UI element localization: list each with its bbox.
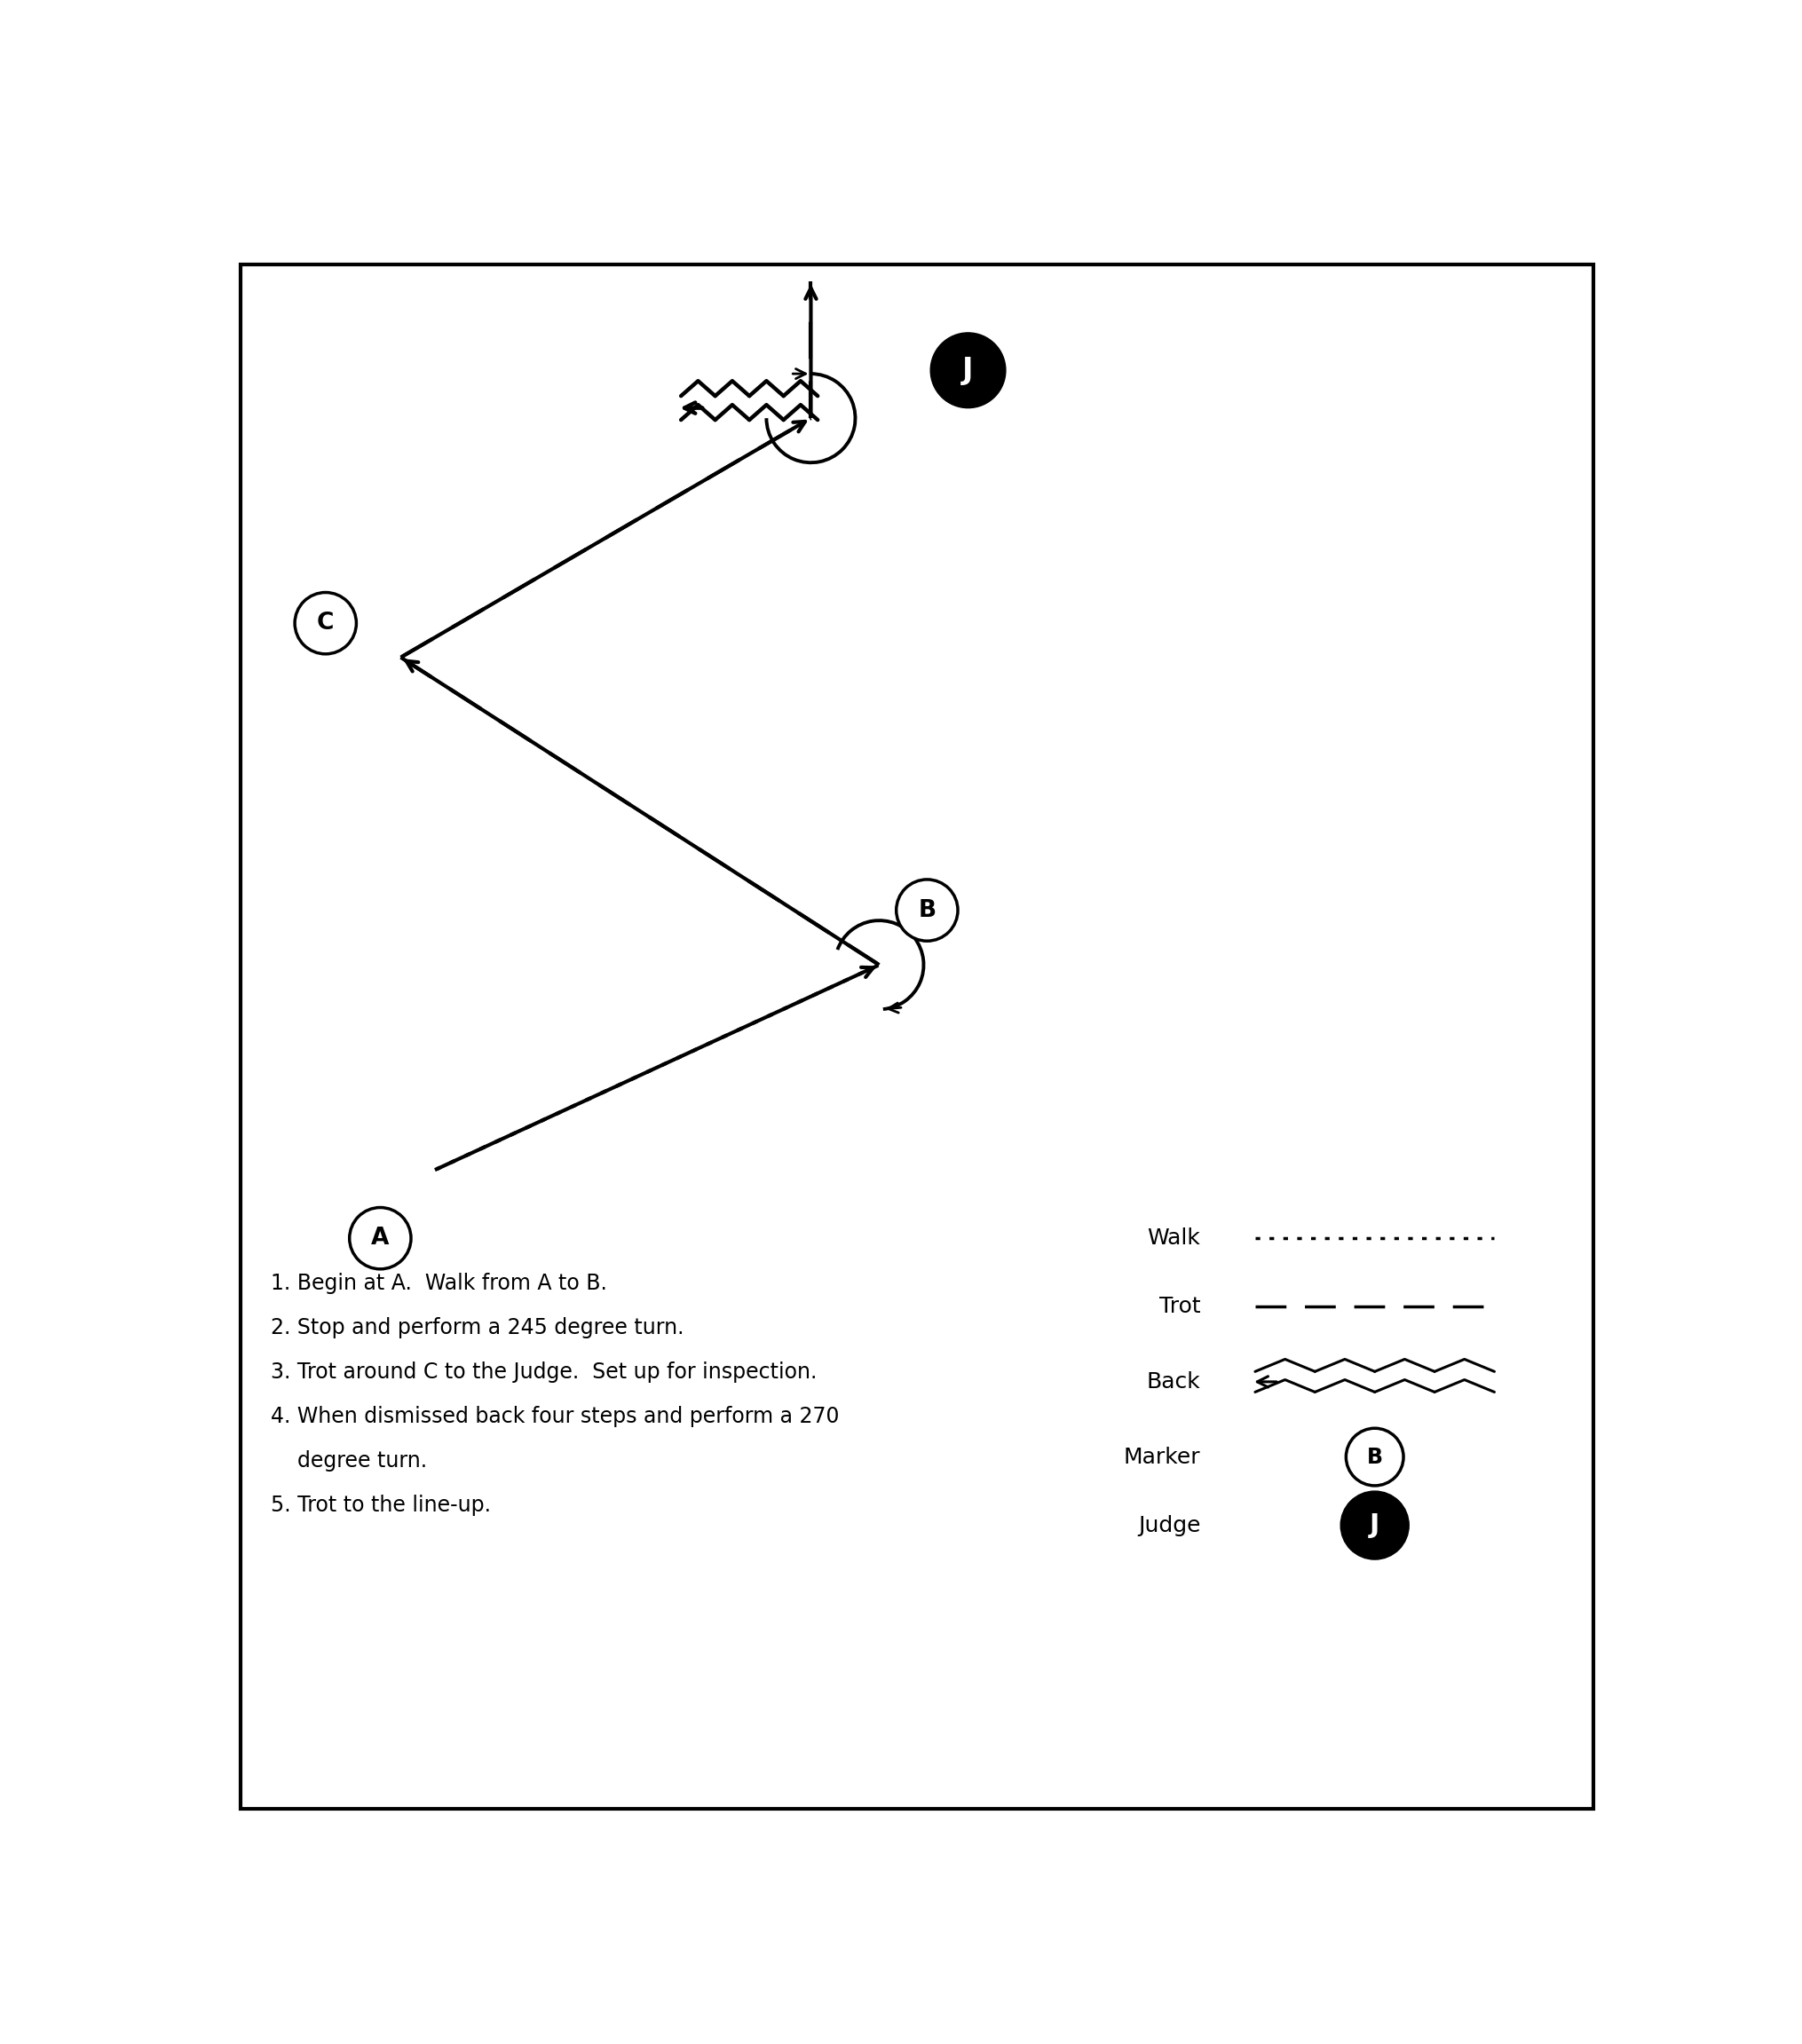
Text: Walk: Walk xyxy=(1146,1228,1200,1249)
Text: Back: Back xyxy=(1146,1372,1200,1392)
Text: B: B xyxy=(1366,1447,1382,1468)
Text: Trot: Trot xyxy=(1159,1296,1200,1316)
Circle shape xyxy=(350,1208,411,1269)
Circle shape xyxy=(1346,1429,1402,1486)
Text: 4. When dismissed back four steps and perform a 270: 4. When dismissed back four steps and pe… xyxy=(270,1406,840,1427)
Circle shape xyxy=(1341,1492,1407,1560)
Text: J: J xyxy=(1370,1513,1379,1539)
Text: B: B xyxy=(917,899,935,922)
Text: Marker: Marker xyxy=(1123,1447,1200,1468)
Text: 5. Trot to the line-up.: 5. Trot to the line-up. xyxy=(270,1494,490,1517)
Text: 1. Begin at A.  Walk from A to B.: 1. Begin at A. Walk from A to B. xyxy=(270,1273,607,1294)
Text: Judge: Judge xyxy=(1137,1515,1200,1535)
Text: 3. Trot around C to the Judge.  Set up for inspection.: 3. Trot around C to the Judge. Set up fo… xyxy=(270,1361,816,1382)
Text: A: A xyxy=(371,1226,389,1249)
Text: 2. Stop and perform a 245 degree turn.: 2. Stop and perform a 245 degree turn. xyxy=(270,1316,683,1339)
Text: J: J xyxy=(962,356,973,384)
Text: C: C xyxy=(317,611,333,636)
Circle shape xyxy=(296,593,357,654)
Text: degree turn.: degree turn. xyxy=(270,1449,427,1472)
FancyBboxPatch shape xyxy=(240,264,1593,1809)
Circle shape xyxy=(896,879,957,940)
Circle shape xyxy=(930,333,1006,409)
